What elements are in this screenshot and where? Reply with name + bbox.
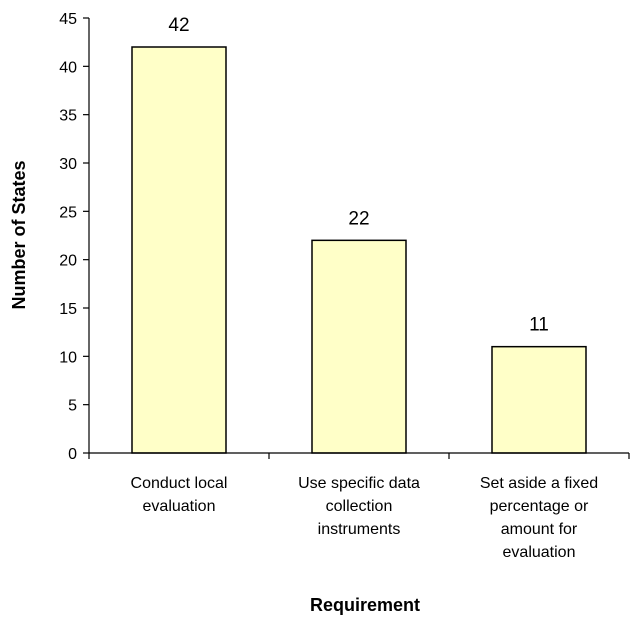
category-label: Use specific data collection instruments [298,475,420,538]
y-tick-label: 15 [59,301,77,318]
x-axis-title: Requirement [310,595,420,615]
y-tick-label: 5 [68,398,77,415]
category-label-line: amount for [501,521,578,538]
bar-data-label: 11 [529,315,549,336]
bar [131,46,227,454]
axes-layer [83,17,630,459]
y-tick-label: 45 [59,11,77,28]
y-tick-label: 30 [59,156,77,173]
y-tick-label: 35 [59,108,77,125]
category-label-line: Use specific data [298,475,420,492]
y-tick-label: 0 [68,446,77,463]
bar [311,239,407,454]
category-label: Conduct local evaluation [131,475,228,515]
bar [491,345,587,454]
bar-data-label: 22 [348,208,369,229]
y-tick-label: 10 [59,349,77,366]
y-tick-label: 40 [59,59,77,76]
category-label-line: Set aside a fixed [480,475,598,492]
category-label-line: collection [326,498,393,515]
bars-layer [131,46,587,454]
bar-data-label: 42 [168,15,189,36]
category-label-line: Conduct local [131,475,228,492]
y-tick-label: 25 [59,204,77,221]
labels-layer: 0 5 10 15 20 25 30 35 40 45 42 Conduct local evaluat… [59,11,598,561]
category-label-line: percentage or [490,498,589,515]
y-tick-label: 20 [59,253,77,270]
category-label: Set aside a fixed percentage or amount for… [480,475,598,561]
category-label-line: instruments [318,521,401,538]
y-axis-title: Number of States [9,160,29,309]
category-label-line: evaluation [143,498,216,515]
category-label-line: evaluation [503,544,576,561]
